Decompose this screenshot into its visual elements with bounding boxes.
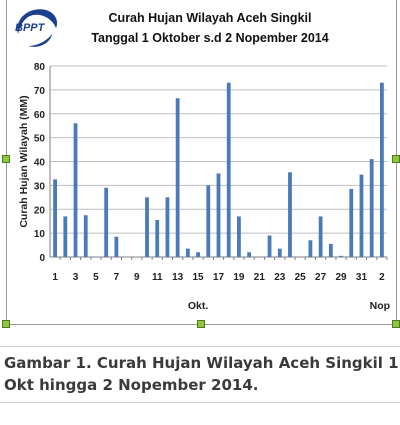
month-label-okt: Okt. bbox=[188, 300, 209, 312]
resize-handle-bottom-center[interactable] bbox=[197, 320, 205, 328]
x-tick-label-33: 2 bbox=[379, 272, 385, 283]
x-tick-label-5: 5 bbox=[93, 272, 99, 283]
bar-10-10 bbox=[145, 197, 149, 257]
resize-handle-bottom-right[interactable] bbox=[392, 320, 400, 328]
y-tick-label-0: 0 bbox=[39, 253, 45, 264]
x-tick-label-9: 9 bbox=[134, 272, 140, 283]
bar-2-2 bbox=[63, 216, 68, 257]
figure-caption: Gambar 1. Curah Hujan Wilayah Aceh Singk… bbox=[4, 354, 399, 394]
bar-11-11 bbox=[155, 219, 160, 257]
chart-subtitle: Tanggal 1 Oktober s.d 2 Nopember 2014 bbox=[91, 31, 329, 45]
x-tick-label-25: 25 bbox=[295, 272, 307, 283]
bar-30-30 bbox=[349, 188, 354, 257]
chart-title: Curah Hujan Wilayah Aceh Singkil bbox=[108, 11, 312, 25]
y-axis-title: Curah Hujan Wilayah (MM) bbox=[18, 95, 30, 227]
x-tick-label-7: 7 bbox=[114, 272, 120, 283]
chart-figure bbox=[6, 0, 396, 325]
x-tick-label-1: 1 bbox=[52, 272, 58, 283]
resize-handle-bottom-left[interactable] bbox=[2, 320, 10, 328]
bar-1-1 bbox=[53, 179, 58, 257]
bar-20-20 bbox=[247, 252, 252, 257]
bar-22-22 bbox=[267, 235, 272, 257]
bar-3-3 bbox=[73, 123, 78, 257]
bppt-logo: BPPT bbox=[15, 9, 58, 47]
resize-handle-right-middle[interactable] bbox=[392, 155, 400, 163]
y-tick-label-70: 70 bbox=[34, 86, 46, 97]
bar-14-14 bbox=[185, 248, 190, 257]
chart-title-block: Curah Hujan Wilayah Aceh Singkil Tanggal… bbox=[60, 8, 360, 48]
caption-bottom-rule bbox=[0, 402, 400, 403]
bar-1-32 bbox=[369, 159, 374, 257]
x-tick-label-11: 11 bbox=[152, 272, 163, 283]
bar-28-28 bbox=[328, 243, 333, 257]
x-tick-label-19: 19 bbox=[233, 272, 245, 283]
logo-text: BPPT bbox=[15, 22, 46, 34]
bar-13-13 bbox=[175, 98, 180, 257]
x-tick-label-29: 29 bbox=[335, 272, 347, 283]
bar-31-31 bbox=[359, 174, 364, 257]
y-tick-label-50: 50 bbox=[34, 134, 46, 145]
x-tick-label-21: 21 bbox=[254, 272, 266, 283]
y-tick-label-60: 60 bbox=[34, 110, 46, 121]
x-tick-label-13: 13 bbox=[172, 272, 184, 283]
bar-26-26 bbox=[308, 240, 313, 257]
bar-2-33 bbox=[379, 82, 384, 258]
y-tick-label-80: 80 bbox=[34, 62, 46, 73]
bar-4-4 bbox=[83, 215, 88, 257]
x-tick-label-23: 23 bbox=[274, 272, 286, 283]
bar-29-29 bbox=[339, 255, 343, 257]
y-tick-label-30: 30 bbox=[34, 181, 46, 192]
bar-24-24 bbox=[288, 172, 292, 257]
bar-7-7 bbox=[114, 236, 119, 257]
x-tick-label-15: 15 bbox=[193, 272, 205, 283]
resize-handle-left-middle[interactable] bbox=[2, 155, 10, 163]
bar-19-19 bbox=[237, 216, 241, 257]
bar-27-27 bbox=[318, 216, 323, 257]
month-label-nop: Nop bbox=[370, 300, 390, 312]
y-tick-label-10: 10 bbox=[34, 229, 46, 240]
bar-15-15 bbox=[196, 252, 200, 257]
x-tick-label-31: 31 bbox=[356, 272, 368, 283]
x-tick-label-3: 3 bbox=[73, 272, 79, 283]
y-tick-label-40: 40 bbox=[34, 158, 46, 169]
bar-12-12 bbox=[165, 197, 170, 257]
bar-16-16 bbox=[206, 185, 211, 257]
x-tick-label-27: 27 bbox=[315, 272, 327, 283]
bar-6-6 bbox=[104, 187, 109, 257]
bar-17-17 bbox=[216, 173, 221, 257]
bar-23-23 bbox=[277, 248, 282, 257]
x-tick-label-17: 17 bbox=[213, 272, 225, 283]
bar-18-18 bbox=[226, 82, 231, 258]
caption-top-rule bbox=[0, 346, 400, 347]
y-tick-label-20: 20 bbox=[34, 205, 46, 216]
